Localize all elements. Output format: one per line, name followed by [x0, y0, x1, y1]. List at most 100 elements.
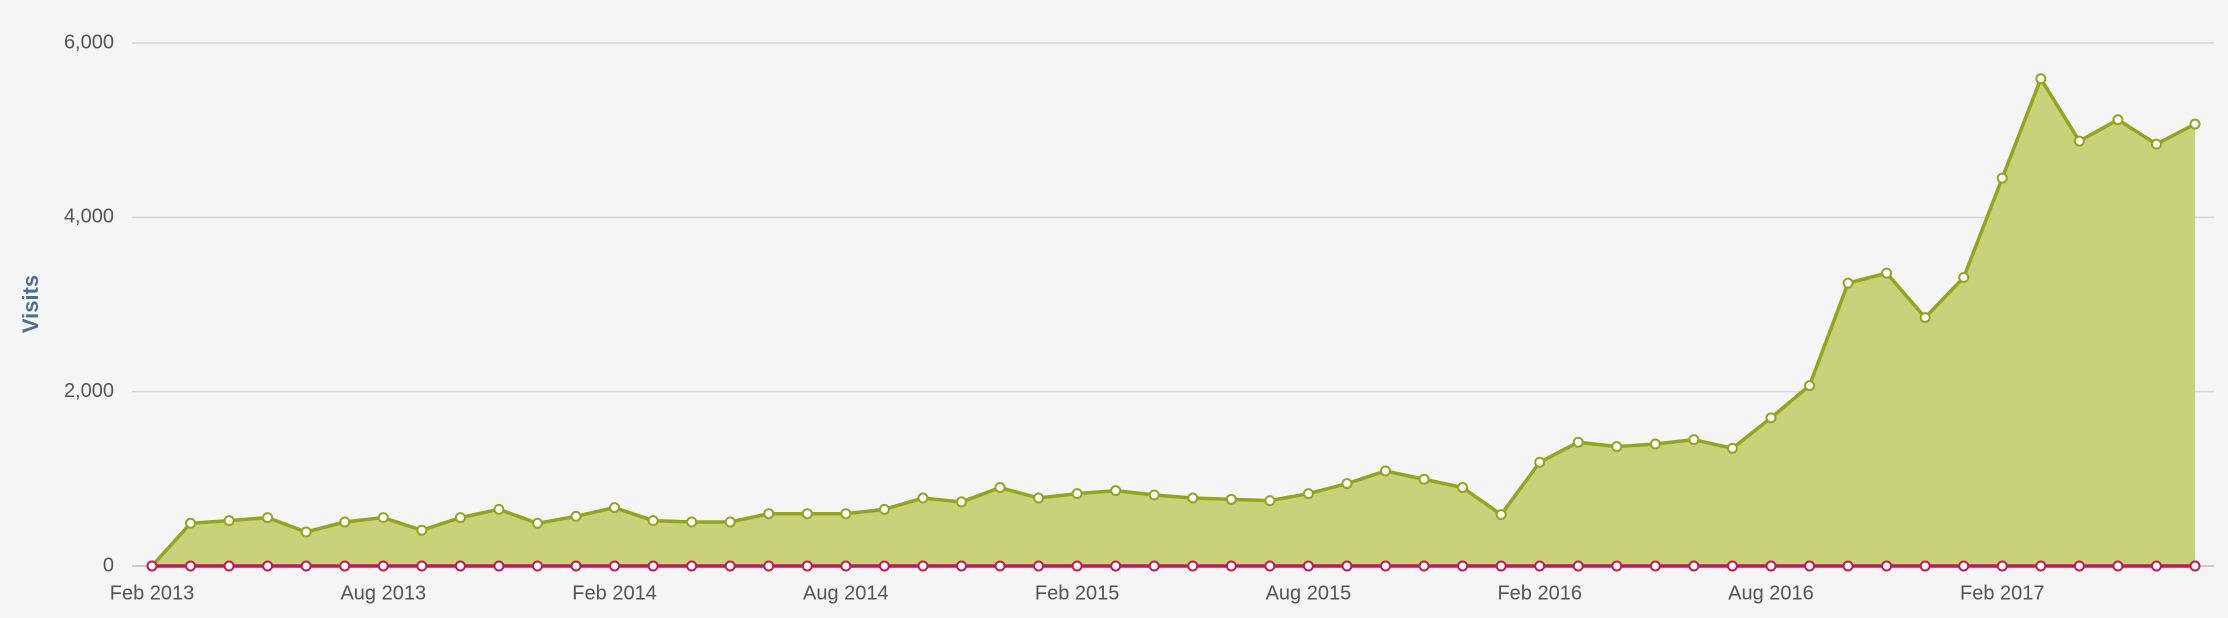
point [1302, 560, 1314, 572]
point [377, 512, 389, 524]
point [1996, 172, 2008, 184]
point [840, 508, 852, 520]
point [609, 560, 621, 572]
y-axis-label: Visits [18, 275, 43, 333]
point [2150, 560, 2162, 572]
point [570, 510, 582, 522]
point [1958, 271, 1970, 283]
point [609, 502, 621, 514]
point [377, 560, 389, 572]
point [1919, 560, 1931, 572]
point [955, 496, 967, 508]
point [1418, 560, 1430, 572]
point [1071, 560, 1083, 572]
point [1572, 560, 1584, 572]
point [185, 517, 197, 529]
point [1418, 473, 1430, 485]
point [531, 517, 543, 529]
point [647, 560, 659, 572]
point [1380, 560, 1392, 572]
point [2112, 560, 2124, 572]
point [994, 560, 1006, 572]
point [1919, 312, 1931, 324]
point [1264, 495, 1276, 507]
point [647, 515, 659, 527]
point [1765, 560, 1777, 572]
point [531, 560, 543, 572]
point [1148, 489, 1160, 501]
point [724, 560, 736, 572]
point [1726, 560, 1738, 572]
point [1110, 560, 1122, 572]
point [1341, 560, 1353, 572]
point [1457, 482, 1469, 494]
point [1302, 488, 1314, 500]
point [1765, 412, 1777, 424]
point [1380, 465, 1392, 477]
point [763, 508, 775, 520]
point [878, 560, 890, 572]
y-tick-label: 0 [103, 554, 114, 576]
point [416, 560, 428, 572]
point [300, 560, 312, 572]
point [2035, 73, 2047, 85]
point [1842, 560, 1854, 572]
point [1457, 560, 1469, 572]
point [1225, 560, 1237, 572]
point [1881, 560, 1893, 572]
point [1264, 560, 1276, 572]
point [686, 560, 698, 572]
point [493, 560, 505, 572]
point [1726, 442, 1738, 454]
x-tick-label: Aug 2013 [340, 582, 426, 604]
x-tick-label: Feb 2014 [572, 582, 657, 604]
point [2189, 560, 2201, 572]
point [1071, 488, 1083, 500]
point [763, 560, 775, 572]
point [1110, 485, 1122, 497]
point [840, 560, 852, 572]
area [152, 78, 2195, 566]
point [1649, 560, 1661, 572]
point [2035, 560, 2047, 572]
x-tick-label: Feb 2017 [1960, 582, 2045, 604]
x-tick-label: Feb 2016 [1497, 582, 1582, 604]
point [1187, 492, 1199, 504]
point [1804, 560, 1816, 572]
point [801, 508, 813, 520]
x-tick-label: Feb 2015 [1035, 582, 1120, 604]
point [454, 512, 466, 524]
x-tick-label: Aug 2015 [1266, 582, 1352, 604]
y-tick-label: 2,000 [64, 380, 114, 402]
y-tick-label: 4,000 [64, 206, 114, 228]
point [2112, 114, 2124, 126]
point [917, 492, 929, 504]
point [1572, 436, 1584, 448]
point [1534, 560, 1546, 572]
point [1033, 492, 1045, 504]
point [1996, 560, 2008, 572]
point [300, 526, 312, 538]
point [724, 516, 736, 528]
point [1033, 560, 1045, 572]
point [416, 524, 428, 536]
point [878, 503, 890, 515]
point [223, 515, 235, 527]
point [185, 560, 197, 572]
point [1495, 509, 1507, 521]
point [262, 512, 274, 524]
point [1187, 560, 1199, 572]
x-tick-label: Feb 2013 [110, 582, 195, 604]
point [1688, 434, 1700, 446]
point [1148, 560, 1160, 572]
point [1804, 380, 1816, 392]
point [262, 560, 274, 572]
point [1688, 560, 1700, 572]
y-tick-label: 6,000 [64, 31, 114, 53]
point [1495, 560, 1507, 572]
point [570, 560, 582, 572]
point [801, 560, 813, 572]
point [1842, 277, 1854, 289]
point [994, 482, 1006, 494]
